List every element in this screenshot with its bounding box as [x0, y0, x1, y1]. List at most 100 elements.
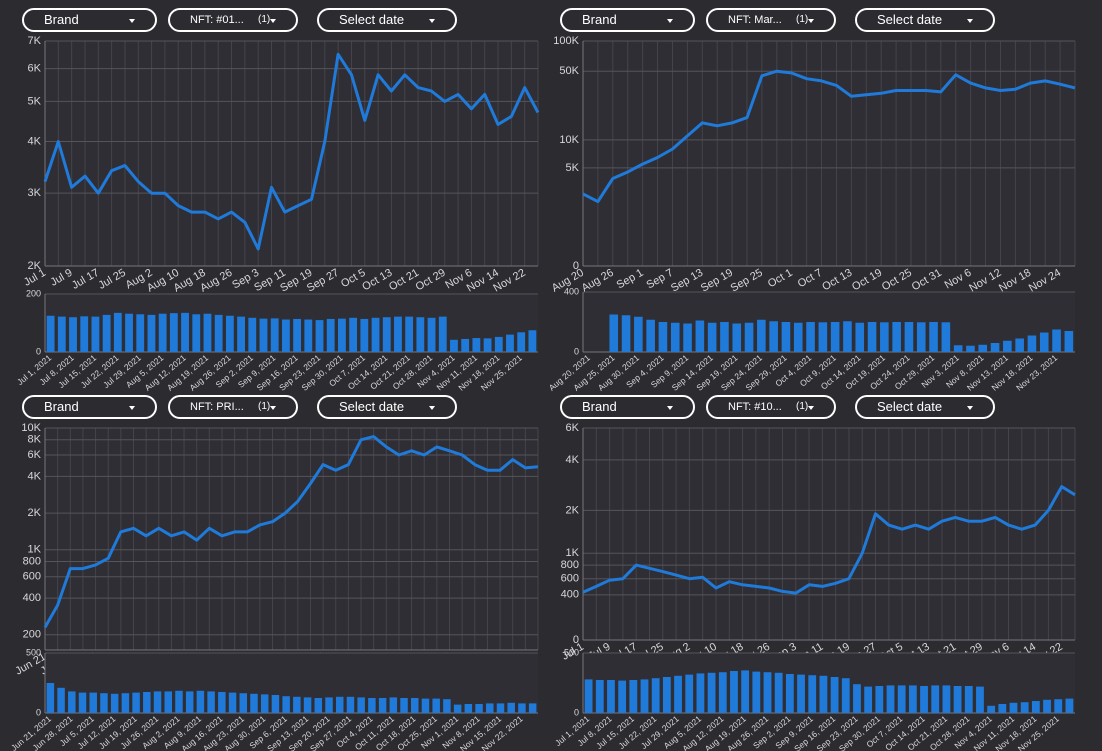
brand-dropdown[interactable]: Brand: [22, 395, 157, 419]
bar: [185, 691, 194, 713]
nft-dropdown[interactable]: NFT: #10... (1): [706, 395, 836, 419]
bar: [239, 693, 248, 713]
bar: [808, 675, 817, 713]
bar: [80, 316, 89, 352]
x-tick-label: Nov 12: [967, 267, 1003, 295]
bar: [453, 704, 462, 713]
y-tick-label: 5K: [566, 162, 580, 174]
bar: [670, 322, 680, 352]
x-tick-label: Oct 13: [360, 267, 394, 294]
bar: [506, 334, 514, 352]
bar: [326, 318, 335, 352]
date-dropdown[interactable]: Select date: [317, 8, 457, 32]
bar: [830, 677, 839, 713]
y-tick-label: 8K: [28, 434, 42, 446]
dropdown-caret: [129, 406, 135, 410]
bar: [281, 319, 290, 352]
data-line: [43, 52, 540, 251]
bar: [931, 685, 940, 713]
dropdown-caret: [967, 19, 973, 23]
nft-dropdown[interactable]: NFT: Mar... (1): [706, 8, 836, 32]
bar: [640, 679, 649, 713]
bar: [78, 692, 87, 713]
bar: [855, 322, 865, 352]
bar: [584, 679, 593, 713]
bar: [147, 314, 156, 352]
plot-area: [583, 292, 1075, 352]
y-tick-label: 400: [561, 589, 579, 601]
bar: [102, 314, 111, 352]
bar: [337, 318, 346, 352]
bar: [410, 698, 419, 713]
bar: [400, 698, 408, 713]
bar: [886, 685, 895, 713]
brand-label: Brand: [44, 12, 79, 27]
bar: [1039, 332, 1049, 352]
y-tick-label: 6K: [566, 422, 580, 434]
bar: [695, 320, 705, 352]
date-dropdown[interactable]: Select date: [855, 395, 995, 419]
bar: [683, 323, 692, 352]
dropdown-caret: [667, 19, 673, 23]
y-tick-label: 1K: [566, 547, 580, 559]
x-tick-label: Sep 25: [729, 267, 765, 295]
brand-dropdown[interactable]: Brand: [22, 8, 157, 32]
bar: [904, 322, 914, 352]
bar: [741, 670, 750, 713]
nft-count: (1): [796, 401, 809, 412]
y-tick-label: 200: [26, 288, 41, 298]
bar: [394, 316, 402, 352]
date-dropdown[interactable]: Select date: [317, 395, 457, 419]
plot-area: [45, 653, 538, 713]
bar: [785, 674, 794, 713]
bar: [941, 322, 951, 352]
bar: [346, 696, 355, 713]
x-tick-label: Sep 13: [669, 267, 705, 295]
bar: [1003, 340, 1012, 352]
bar: [250, 693, 258, 713]
dropdown-caret: [808, 19, 814, 23]
bar: [987, 705, 996, 713]
bar: [303, 697, 312, 713]
bar: [421, 698, 430, 713]
plot-area: [583, 41, 1075, 266]
bar: [496, 703, 505, 713]
bar: [405, 316, 414, 352]
bar: [841, 678, 850, 713]
y-tick-label: 4K: [566, 454, 580, 466]
bar: [91, 316, 100, 352]
y-tick-label: 800: [561, 559, 579, 571]
nft-dropdown[interactable]: NFT: #01... (1): [168, 8, 298, 32]
bar: [218, 692, 226, 713]
dropdown-caret: [429, 406, 435, 410]
bar: [892, 322, 901, 352]
date-dropdown[interactable]: Select date: [855, 8, 995, 32]
dropdown-caret: [667, 406, 673, 410]
bar: [382, 317, 391, 352]
nft-dropdown[interactable]: NFT: PRI... (1): [168, 395, 298, 419]
bar: [153, 691, 162, 713]
bar: [335, 696, 344, 713]
brand-dropdown[interactable]: Brand: [560, 8, 695, 32]
y-tick-label: 4K: [28, 135, 42, 147]
x-tick-label: Oct 29: [414, 267, 448, 294]
brand-dropdown[interactable]: Brand: [560, 395, 695, 419]
bar: [908, 685, 917, 713]
bar: [360, 318, 369, 352]
bar: [964, 686, 973, 713]
bar: [164, 691, 173, 713]
nft-label: NFT: #10...: [728, 401, 782, 413]
bar: [518, 703, 526, 713]
nft-count: (1): [258, 401, 271, 412]
bar: [325, 697, 333, 713]
bar: [169, 313, 178, 352]
x-tick-label: Jul 9: [48, 267, 74, 289]
bar: [181, 312, 189, 352]
bar: [196, 690, 205, 713]
bar: [315, 320, 324, 352]
bar: [528, 703, 537, 713]
x-tick-label: Oct 7: [796, 267, 825, 291]
bar: [978, 344, 988, 352]
bar: [125, 313, 133, 352]
bar: [797, 674, 805, 713]
